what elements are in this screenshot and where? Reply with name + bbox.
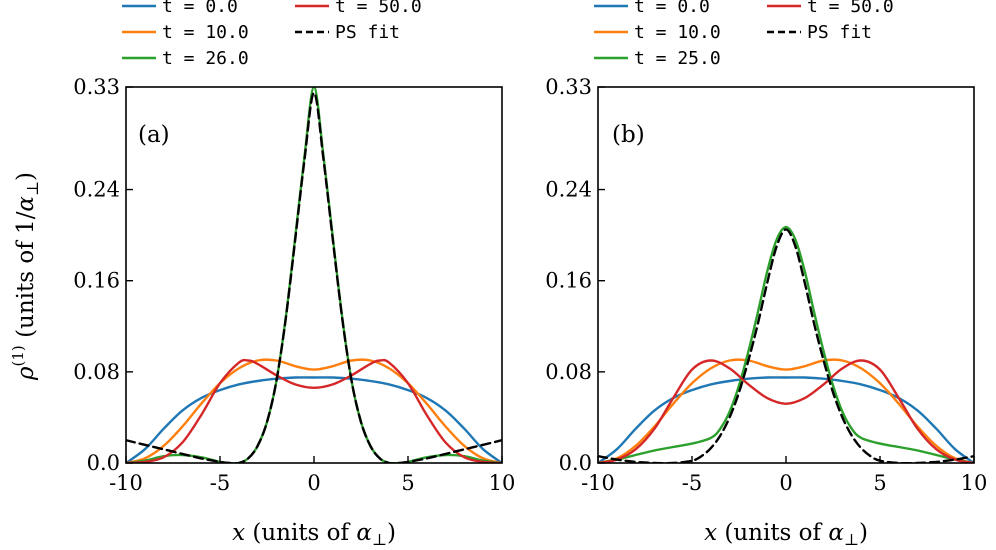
panel-label-a: (a) bbox=[138, 122, 170, 148]
y-tick-label-b-3: 0.24 bbox=[545, 178, 592, 202]
series-line-b-2 bbox=[598, 225, 974, 463]
y-axis-close: ) bbox=[13, 172, 39, 181]
x-axis-perp-b: ⊥ bbox=[844, 530, 859, 549]
series-line-a-2 bbox=[126, 87, 502, 463]
series-group-b bbox=[598, 225, 974, 463]
x-axis-close-b: ) bbox=[859, 520, 868, 546]
x-axis-alpha-b: α bbox=[828, 520, 844, 546]
x-axis-units-b: (units of bbox=[717, 520, 828, 546]
y-tick-label-b-0: 0.0 bbox=[559, 451, 592, 475]
x-tick-label-b-0: -10 bbox=[581, 471, 615, 495]
legend-label-b-4: PS fit bbox=[807, 22, 872, 43]
y-tick-label-b-2: 0.16 bbox=[545, 269, 592, 293]
series-line-a-3 bbox=[126, 358, 502, 463]
legend-label-a-3: t = 50.0 bbox=[335, 0, 422, 17]
x-tick-label-a-2: 0 bbox=[307, 471, 320, 495]
x-axis-perp-a: ⊥ bbox=[372, 530, 387, 549]
x-tick-label-a-1: -5 bbox=[210, 471, 230, 495]
y-axis-perp: ⊥ bbox=[23, 181, 42, 196]
series-line-b-0 bbox=[598, 376, 974, 463]
panel-label-b: (b) bbox=[612, 122, 645, 148]
series-line-a-0 bbox=[126, 376, 502, 463]
plot-area-b bbox=[598, 225, 974, 463]
panel-b: t = 0.0 t = 50.0 t = 10.0 PS fit t = 25.0 (b… bbox=[545, 0, 987, 549]
y-axis-sup: (1) bbox=[9, 345, 27, 366]
x-axis-close-a: ) bbox=[387, 520, 396, 546]
x-tick-label-b-1: -5 bbox=[682, 471, 702, 495]
series-line-a-1 bbox=[126, 358, 502, 463]
legend-b: t = 0.0 t = 50.0 t = 10.0 PS fit t = 25.0 bbox=[594, 0, 894, 69]
y-tick-label-a-1: 0.08 bbox=[73, 360, 120, 384]
y-tick-label-b-1: 0.08 bbox=[545, 360, 592, 384]
y-tick-label-a-2: 0.16 bbox=[73, 269, 120, 293]
legend-label-a-4: PS fit bbox=[335, 22, 400, 43]
legend-label-b-3: t = 50.0 bbox=[807, 0, 894, 17]
y-axis-units: (units of 1/ bbox=[13, 211, 39, 345]
y-axis-title: ρ(1) (units of 1/α⊥) bbox=[9, 172, 42, 381]
x-tick-label-b-3: 5 bbox=[873, 471, 886, 495]
y-tick-label-b-4: 0.33 bbox=[545, 75, 592, 99]
panel-a: t = 0.0 t = 50.0 t = 10.0 PS fit t = 26.0 (a… bbox=[73, 0, 515, 549]
legend-label-a-1: t = 10.0 bbox=[162, 22, 249, 43]
series-group-a bbox=[126, 87, 502, 463]
y-tick-label-a-4: 0.33 bbox=[73, 75, 120, 99]
x-tick-label-b-2: 0 bbox=[779, 471, 792, 495]
y-axis-alpha: α bbox=[13, 196, 39, 212]
y-tick-label-a-0: 0.0 bbox=[87, 451, 120, 475]
series-line-a-4 bbox=[126, 91, 502, 463]
x-axis-alpha-a: α bbox=[356, 520, 372, 546]
series-line-b-3 bbox=[598, 359, 974, 463]
x-axis-title-a: x (units of α⊥) bbox=[232, 520, 396, 549]
x-tick-label-a-0: -10 bbox=[109, 471, 143, 495]
legend-label-b-1: t = 10.0 bbox=[634, 22, 721, 43]
x-tick-label-a-4: 10 bbox=[489, 471, 516, 495]
x-axis-title-b: x (units of α⊥) bbox=[704, 520, 868, 549]
y-tick-label-a-3: 0.24 bbox=[73, 178, 120, 202]
legend-a: t = 0.0 t = 50.0 t = 10.0 PS fit t = 26.0 bbox=[122, 0, 422, 69]
x-tick-label-a-3: 5 bbox=[401, 471, 414, 495]
x-axis-var-b: x bbox=[704, 520, 717, 546]
axes-frame-b bbox=[597, 86, 975, 464]
plot-area-a bbox=[126, 87, 502, 463]
x-axis-units-a: (units of bbox=[245, 520, 356, 546]
legend-label-b-0: t = 0.0 bbox=[634, 0, 710, 17]
y-axis-var: ρ bbox=[13, 366, 39, 381]
x-tick-label-b-4: 10 bbox=[961, 471, 988, 495]
legend-label-b-2: t = 25.0 bbox=[634, 48, 721, 69]
legend-label-a-0: t = 0.0 bbox=[162, 0, 238, 17]
x-axis-var-a: x bbox=[232, 520, 245, 546]
legend-label-a-2: t = 26.0 bbox=[162, 48, 249, 69]
axes-frame-a bbox=[125, 86, 503, 464]
